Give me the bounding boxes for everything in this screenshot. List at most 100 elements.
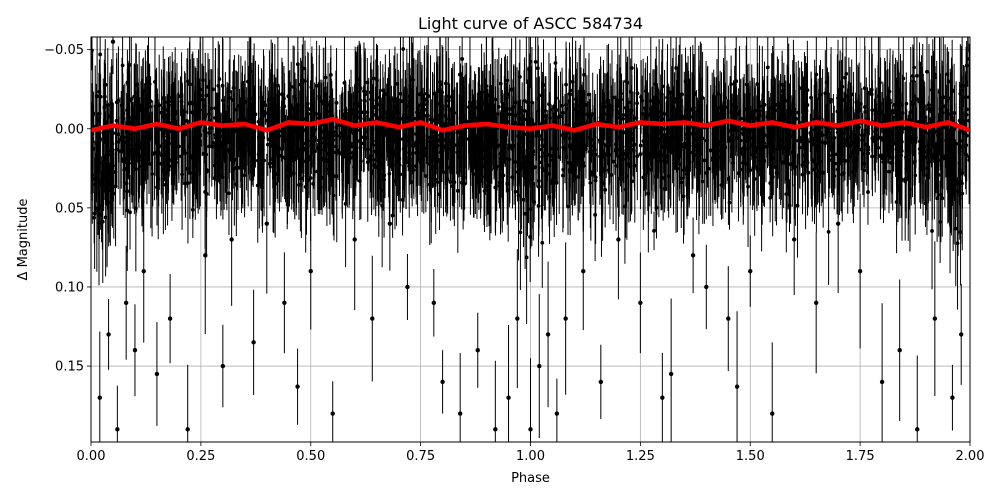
data-point xyxy=(955,241,960,246)
data-point xyxy=(127,63,132,67)
data-point xyxy=(312,149,317,154)
data-point xyxy=(803,164,808,169)
data-point xyxy=(804,108,809,113)
data-point xyxy=(726,177,731,181)
data-point xyxy=(144,115,148,120)
data-point xyxy=(567,91,572,96)
data-point xyxy=(504,156,509,161)
data-point xyxy=(849,150,854,155)
data-point xyxy=(432,183,437,187)
data-point xyxy=(239,130,244,135)
data-point xyxy=(553,61,558,65)
data-point xyxy=(102,94,107,99)
data-point xyxy=(639,95,644,99)
data-point xyxy=(285,174,290,179)
data-point xyxy=(762,102,767,107)
data-point xyxy=(668,90,673,95)
data-point xyxy=(217,77,222,81)
data-point xyxy=(796,110,801,115)
data-point xyxy=(180,148,185,153)
data-point xyxy=(297,183,301,187)
data-point xyxy=(524,181,529,185)
data-point xyxy=(244,127,249,132)
data-point xyxy=(246,118,251,123)
data-point xyxy=(525,115,530,120)
data-point xyxy=(654,165,659,170)
data-point xyxy=(534,133,539,138)
data-point xyxy=(324,141,329,146)
data-point xyxy=(92,211,97,216)
data-point xyxy=(852,139,856,144)
data-point xyxy=(118,149,122,153)
data-point xyxy=(830,153,835,158)
data-point xyxy=(517,75,522,79)
data-point xyxy=(229,153,234,158)
data-point xyxy=(589,170,593,174)
data-point xyxy=(509,87,514,92)
data-point xyxy=(736,171,741,176)
data-point xyxy=(434,101,439,106)
data-point xyxy=(738,150,743,155)
data-point xyxy=(570,79,575,84)
data-point xyxy=(213,135,218,140)
data-point xyxy=(899,179,903,184)
data-point xyxy=(870,154,874,159)
data-point xyxy=(231,167,236,171)
data-point xyxy=(876,145,881,150)
data-point xyxy=(191,176,196,181)
data-point xyxy=(409,111,414,116)
data-point xyxy=(359,159,363,164)
data-point xyxy=(395,81,400,86)
data-point xyxy=(700,96,705,100)
data-point xyxy=(109,158,114,163)
data-point xyxy=(878,80,882,85)
data-point xyxy=(506,188,511,192)
data-point xyxy=(432,118,437,123)
data-point xyxy=(634,116,639,120)
data-point xyxy=(329,107,334,112)
data-point xyxy=(586,92,591,97)
data-point xyxy=(537,184,541,189)
data-point xyxy=(933,147,937,151)
data-point xyxy=(564,132,569,137)
data-point xyxy=(891,141,896,146)
data-point xyxy=(638,152,643,156)
data-point xyxy=(308,107,313,112)
data-point xyxy=(603,187,608,192)
data-point xyxy=(498,172,503,177)
data-point xyxy=(786,104,791,109)
data-point xyxy=(428,139,433,144)
data-point xyxy=(919,152,924,156)
data-point xyxy=(965,57,970,61)
data-point xyxy=(328,72,333,77)
data-point xyxy=(306,111,311,116)
data-point xyxy=(870,108,875,113)
data-point xyxy=(187,171,192,175)
data-point xyxy=(91,48,94,53)
data-point xyxy=(248,69,253,74)
data-point xyxy=(279,92,284,97)
data-point xyxy=(644,114,649,119)
data-point xyxy=(408,100,412,105)
data-point xyxy=(456,155,461,159)
data-point xyxy=(600,140,605,145)
data-point xyxy=(172,136,177,141)
data-point xyxy=(744,107,749,112)
data-point xyxy=(108,152,113,157)
data-point xyxy=(958,144,963,149)
data-point xyxy=(668,145,673,150)
data-point xyxy=(425,135,430,140)
data-point xyxy=(914,73,919,78)
data-point xyxy=(626,162,631,167)
data-point xyxy=(794,116,799,121)
data-point xyxy=(255,158,260,163)
data-point xyxy=(121,159,126,164)
data-point xyxy=(911,79,916,84)
data-point xyxy=(261,110,266,115)
data-point xyxy=(729,82,734,87)
data-point xyxy=(276,144,280,149)
data-point xyxy=(207,130,212,135)
data-point xyxy=(232,107,237,112)
data-point xyxy=(903,176,908,181)
data-point xyxy=(863,105,867,109)
